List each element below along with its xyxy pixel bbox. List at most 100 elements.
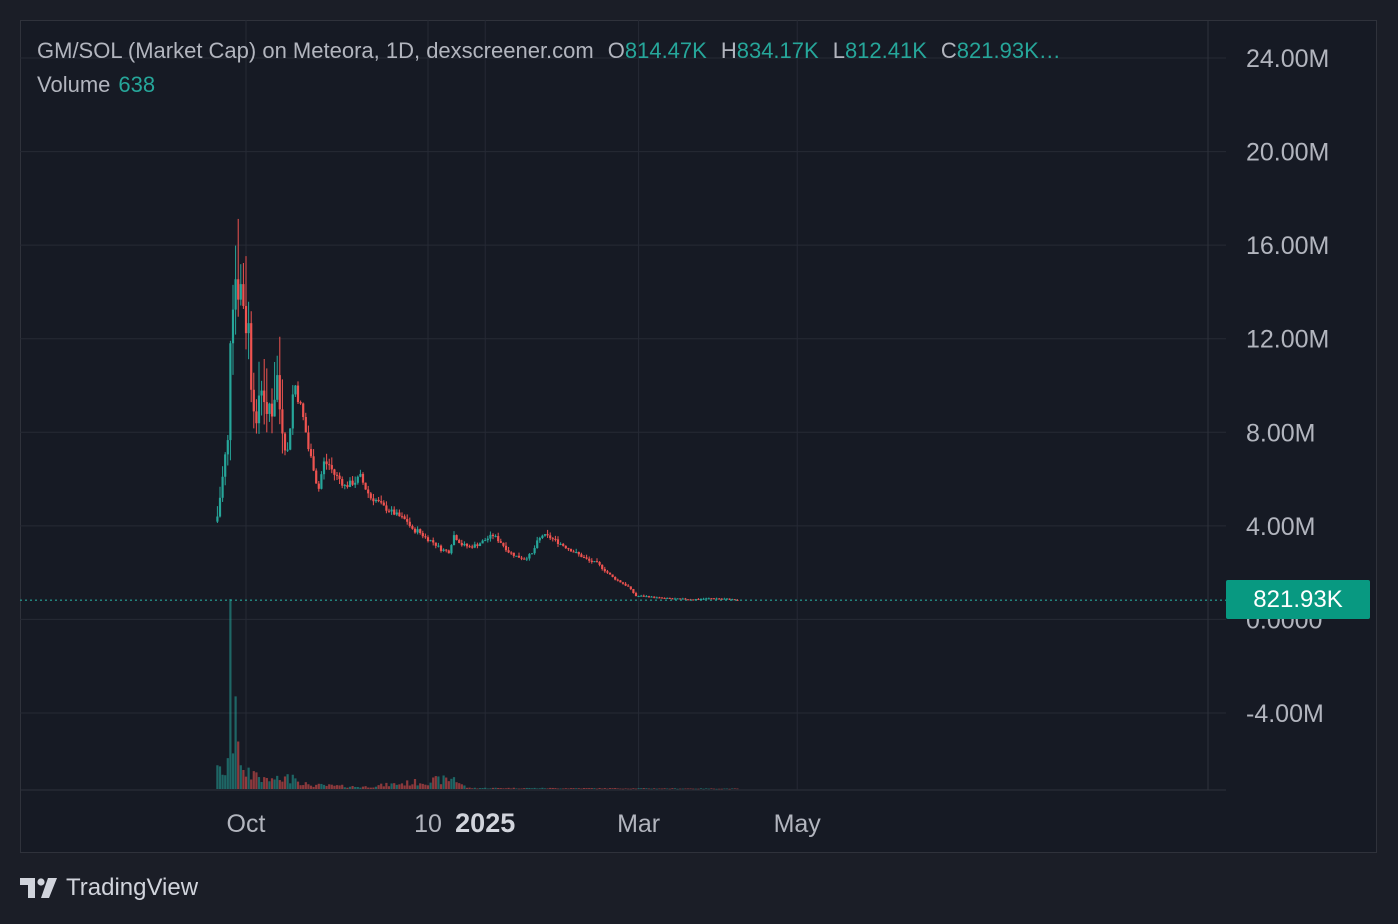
candle-body — [569, 549, 573, 552]
candle-body — [361, 473, 365, 483]
tradingview-logo-icon — [20, 878, 57, 898]
candle-body — [575, 552, 578, 554]
candle-body — [268, 403, 271, 414]
candle-body — [549, 535, 552, 539]
tradingview-brand[interactable]: TradingView — [20, 874, 198, 902]
volume-bar — [572, 788, 575, 789]
volume-bar — [416, 785, 419, 789]
candle-body — [460, 542, 463, 546]
volume-bar — [725, 788, 729, 790]
chart-legend: GM/SOL (Market Cap) on Meteora, 1D, dexs… — [37, 38, 1061, 64]
candle-body — [471, 546, 474, 548]
volume-bar — [242, 770, 245, 789]
candle-body — [224, 454, 227, 477]
price-axis[interactable]: 24.00M20.00M16.00M12.00M8.00M4.00M0.0000… — [1246, 45, 1329, 728]
candle-body — [642, 595, 645, 597]
volume-bar — [304, 782, 307, 789]
volume-bar — [424, 784, 427, 789]
volume-bar — [530, 788, 534, 789]
candle-body — [705, 598, 708, 600]
volume-bar — [541, 787, 544, 789]
candle-body — [481, 540, 484, 544]
volume-bar — [229, 599, 232, 789]
volume-bar — [585, 788, 588, 789]
x-tick-label: Oct — [227, 810, 266, 838]
candle-body — [437, 545, 440, 547]
candle-body — [335, 474, 339, 476]
candle-body — [676, 598, 679, 600]
candle-body — [450, 545, 453, 554]
time-axis[interactable]: Oct 10 2025 Mar May — [227, 808, 822, 838]
candle-body — [728, 598, 731, 600]
volume-bar — [385, 782, 388, 789]
candle-body — [244, 305, 248, 334]
candle-body — [543, 534, 547, 536]
volume-bar — [653, 788, 656, 789]
candle-body — [720, 598, 723, 600]
volume-bar — [296, 781, 300, 789]
volume-bar — [247, 767, 250, 789]
volume-bar — [525, 787, 528, 789]
candle-body — [343, 485, 346, 487]
candle-body — [718, 598, 721, 600]
volume-bar — [348, 786, 352, 789]
volume-bar — [632, 788, 635, 789]
last-price-badge: 821.93K — [1226, 580, 1370, 619]
candle-body — [447, 550, 450, 554]
volume-bar — [603, 788, 606, 789]
volume-bar — [390, 783, 393, 789]
candle-body — [606, 571, 609, 573]
candle-body — [374, 499, 378, 502]
volume-bar — [645, 788, 648, 789]
candle-body — [666, 597, 669, 599]
y-tick-label: 12.00M — [1246, 326, 1329, 354]
volume-bar — [660, 788, 664, 790]
legend-high-value: 834.17K — [736, 38, 819, 63]
candle-body — [364, 482, 367, 490]
x-tick-label: 10 — [414, 810, 442, 838]
volume-bar — [216, 765, 219, 789]
candle-body — [707, 598, 710, 600]
candle-body — [486, 538, 489, 541]
volume-bar — [699, 788, 703, 789]
candle-body — [697, 599, 700, 601]
candle-body — [673, 598, 677, 600]
legend-close-value: 821.93K… — [956, 38, 1061, 63]
candle-body — [255, 411, 258, 424]
candle-body — [598, 561, 601, 565]
candle-body — [283, 433, 287, 451]
volume-bar — [650, 788, 653, 790]
candle-body — [512, 552, 515, 556]
candle-body — [603, 569, 606, 572]
volume-bar — [634, 788, 638, 790]
candle-body — [328, 464, 331, 466]
volume-bar — [590, 788, 593, 789]
candle-body — [634, 593, 638, 597]
candle-body — [533, 548, 536, 554]
volume-bar — [642, 788, 645, 789]
volume-bar — [400, 783, 404, 789]
volume-bar — [517, 788, 521, 790]
volume-bar — [221, 774, 224, 789]
x-tick-label: Mar — [617, 810, 660, 838]
volume-bar — [686, 788, 690, 790]
candle-body — [252, 389, 255, 412]
candle-body — [330, 465, 333, 470]
candle-body — [320, 474, 323, 489]
candle-body — [286, 449, 289, 451]
y-tick-label: 24.00M — [1246, 45, 1329, 73]
volume-bar — [556, 788, 560, 790]
candle-body — [686, 599, 690, 601]
volume-bar — [507, 787, 510, 789]
candle-body — [237, 279, 240, 300]
volume-bar — [510, 788, 513, 790]
volume-bar — [569, 788, 573, 789]
candle-body — [452, 535, 456, 546]
volume-bar — [533, 787, 536, 789]
candle-body — [333, 469, 336, 475]
candle-body — [221, 476, 224, 498]
candle-body — [650, 596, 653, 598]
candle-body — [489, 534, 492, 539]
volume-bar — [260, 782, 263, 789]
